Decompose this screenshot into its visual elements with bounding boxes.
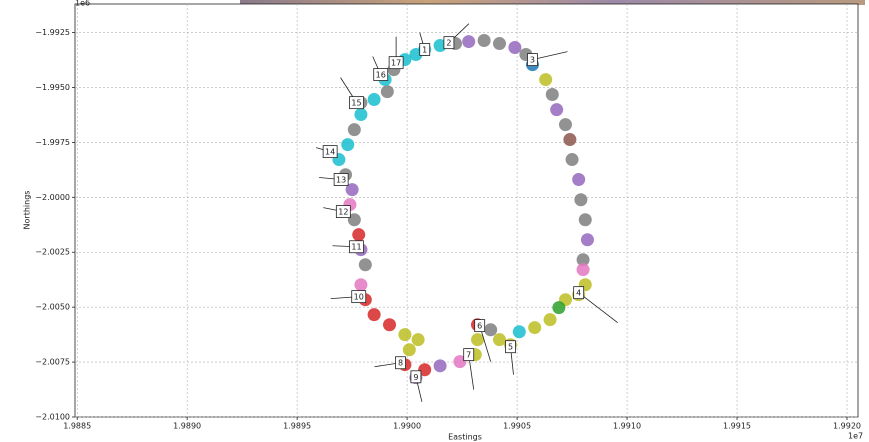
x-tick-label: 1.9915 [723,422,751,431]
point [359,258,372,271]
x-tick-label: 1.9890 [173,422,201,431]
y-tick-label: −1.9925 [35,28,70,37]
x-tick-label: 1.9920 [833,422,861,431]
point [354,278,367,291]
annotation-label: 6 [477,322,482,331]
point [513,325,526,338]
point [574,193,587,206]
x-tick-label: 1.9895 [283,422,311,431]
y-tick-label: −2.0100 [35,413,70,422]
point [348,123,361,136]
y-tick-label: −2.0050 [35,303,70,312]
point [403,343,416,356]
point [381,85,394,98]
point [546,88,559,101]
point [352,228,365,241]
annotation-label: 1 [422,45,427,54]
point [544,313,557,326]
annotation-label: 12 [338,208,348,217]
annotation-label: 13 [336,176,346,185]
y-axis-label: Northings [23,191,32,230]
x-tick-label: 1.9885 [63,422,91,431]
x-offset-label: 1e7 [848,432,863,441]
point [559,118,572,131]
y-tick-label: −2.0025 [35,248,70,257]
point [572,173,585,186]
point [354,108,367,121]
annotation-label: 17 [391,59,401,68]
point [434,359,447,372]
point [550,103,563,116]
point [552,301,565,314]
x-axis-label: Eastings [448,433,482,442]
point [398,328,411,341]
point [577,263,590,276]
annotation-label: 4 [576,289,581,298]
annotation-label: 11 [351,243,361,252]
point [462,35,475,48]
annotation-label: 10 [354,293,364,302]
y-tick-label: −2.0075 [35,358,70,367]
point [581,233,594,246]
x-tick-label: 1.9900 [393,422,421,431]
annotation-label: 7 [466,351,471,360]
annotation-label: 9 [413,373,418,382]
annotation-label: 5 [508,343,513,352]
annotation-label: 14 [325,148,335,157]
chart: 1234567891011121314151617 1.98851.98901.… [0,0,869,442]
point [508,41,521,54]
point [478,34,491,47]
annotation-label: 16 [376,71,386,80]
point [368,93,381,106]
annotation-label: 3 [530,56,535,65]
y-tick-label: −2.0000 [35,193,70,202]
point [539,73,552,86]
point [528,321,541,334]
y-offset-label: 1e6 [75,0,90,8]
point [563,133,576,146]
point [368,308,381,321]
y-tick-label: −1.9975 [35,138,70,147]
x-tick-label: 1.9910 [613,422,641,431]
point [493,37,506,50]
x-tick-label: 1.9905 [503,422,531,431]
point [484,323,497,336]
point [341,138,354,151]
point [579,213,592,226]
point [383,318,396,331]
annotation-label: 2 [446,39,451,48]
point [493,333,506,346]
y-tick-label: −1.9950 [35,83,70,92]
point [471,333,484,346]
annotation-label: 15 [351,99,361,108]
point [566,153,579,166]
annotation-label: 8 [398,359,403,368]
point [412,333,425,346]
